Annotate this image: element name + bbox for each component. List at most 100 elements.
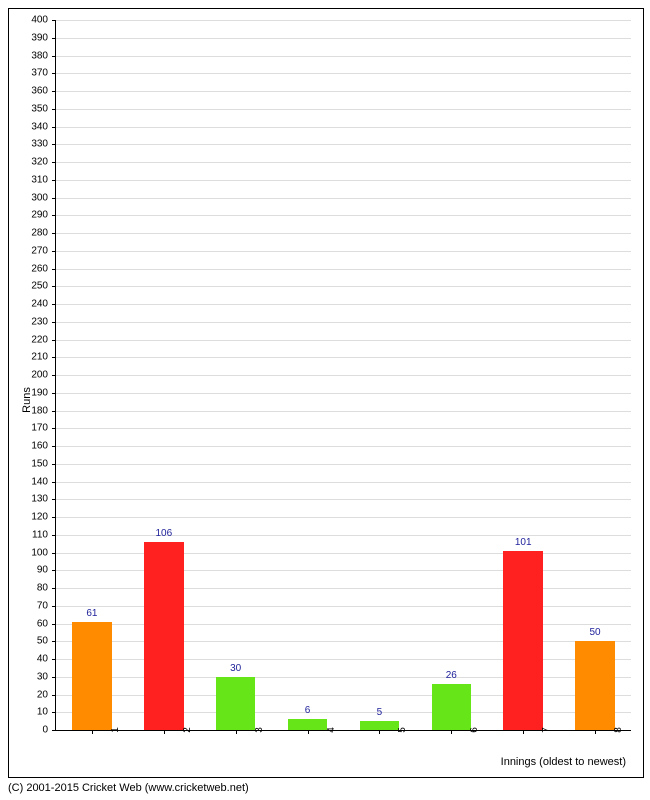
gridline: [56, 198, 631, 199]
gridline: [56, 695, 631, 696]
ytick-label: 360: [31, 86, 56, 97]
ytick-label: 230: [31, 316, 56, 327]
gridline: [56, 482, 631, 483]
ytick-label: 240: [31, 299, 56, 310]
ytick-label: 400: [31, 15, 56, 26]
xtick-label: 3: [236, 727, 265, 733]
ytick-label: 10: [37, 707, 56, 718]
gridline: [56, 553, 631, 554]
ytick-label: 350: [31, 103, 56, 114]
ytick-label: 320: [31, 157, 56, 168]
ytick-label: 300: [31, 192, 56, 203]
ytick-label: 220: [31, 334, 56, 345]
ytick-label: 310: [31, 174, 56, 185]
ytick-label: 160: [31, 441, 56, 452]
ytick-label: 190: [31, 387, 56, 398]
gridline: [56, 73, 631, 74]
gridline: [56, 215, 631, 216]
ytick-label: 390: [31, 32, 56, 43]
ytick-label: 60: [37, 618, 56, 629]
bar-value-label: 26: [446, 670, 457, 684]
bar: 61: [72, 622, 112, 730]
xtick-label: 1: [92, 727, 121, 733]
gridline: [56, 712, 631, 713]
bar-value-label: 5: [377, 707, 383, 721]
gridline: [56, 269, 631, 270]
ytick-label: 290: [31, 210, 56, 221]
bar: 26: [432, 684, 472, 730]
xtick-label: 4: [308, 727, 337, 733]
gridline: [56, 535, 631, 536]
gridline: [56, 411, 631, 412]
gridline: [56, 233, 631, 234]
ytick-label: 80: [37, 583, 56, 594]
xtick-label: 8: [595, 727, 624, 733]
ytick-label: 340: [31, 121, 56, 132]
ytick-label: 200: [31, 370, 56, 381]
ytick-label: 120: [31, 512, 56, 523]
ytick-label: 380: [31, 50, 56, 61]
plot-area: 0102030405060708090100110120130140150160…: [55, 20, 631, 731]
ytick-label: 100: [31, 547, 56, 558]
gridline: [56, 91, 631, 92]
ytick-label: 280: [31, 228, 56, 239]
ytick-label: 50: [37, 636, 56, 647]
gridline: [56, 286, 631, 287]
bar-value-label: 61: [86, 608, 97, 622]
gridline: [56, 162, 631, 163]
gridline: [56, 641, 631, 642]
gridline: [56, 570, 631, 571]
gridline: [56, 38, 631, 39]
ytick-label: 90: [37, 565, 56, 576]
xtick-label: 2: [164, 727, 193, 733]
bar-value-label: 6: [305, 705, 311, 719]
gridline: [56, 20, 631, 21]
ytick-label: 0: [42, 725, 56, 736]
gridline: [56, 180, 631, 181]
bar: 106: [144, 542, 184, 730]
ytick-label: 370: [31, 68, 56, 79]
ytick-label: 110: [32, 529, 56, 540]
gridline: [56, 56, 631, 57]
ytick-label: 130: [31, 494, 56, 505]
ytick-label: 210: [31, 352, 56, 363]
gridline: [56, 677, 631, 678]
xtick-label: 5: [379, 727, 408, 733]
bar-value-label: 106: [155, 528, 172, 542]
gridline: [56, 517, 631, 518]
gridline: [56, 304, 631, 305]
bar-value-label: 101: [515, 537, 532, 551]
ytick-label: 260: [31, 263, 56, 274]
bar: 50: [575, 641, 615, 730]
ytick-label: 70: [37, 600, 56, 611]
gridline: [56, 357, 631, 358]
ytick-label: 330: [31, 139, 56, 150]
gridline: [56, 322, 631, 323]
gridline: [56, 109, 631, 110]
ytick-label: 30: [37, 671, 56, 682]
ytick-label: 40: [37, 654, 56, 665]
gridline: [56, 624, 631, 625]
ytick-label: 150: [31, 458, 56, 469]
x-axis-title: Innings (oldest to newest): [501, 756, 626, 768]
ytick-label: 140: [31, 476, 56, 487]
ytick-label: 270: [31, 245, 56, 256]
gridline: [56, 588, 631, 589]
chart-container: Runs 01020304050607080901001101201301401…: [0, 0, 650, 800]
bar: 101: [503, 551, 543, 730]
gridline: [56, 446, 631, 447]
gridline: [56, 340, 631, 341]
footer-text: (C) 2001-2015 Cricket Web (www.cricketwe…: [8, 782, 249, 794]
ytick-label: 250: [31, 281, 56, 292]
ytick-label: 180: [31, 405, 56, 416]
ytick-label: 170: [31, 423, 56, 434]
gridline: [56, 393, 631, 394]
gridline: [56, 251, 631, 252]
gridline: [56, 606, 631, 607]
gridline: [56, 659, 631, 660]
xtick-label: 6: [451, 727, 480, 733]
bar-value-label: 30: [230, 663, 241, 677]
bar: 30: [216, 677, 256, 730]
bar-value-label: 50: [590, 627, 601, 641]
gridline: [56, 144, 631, 145]
